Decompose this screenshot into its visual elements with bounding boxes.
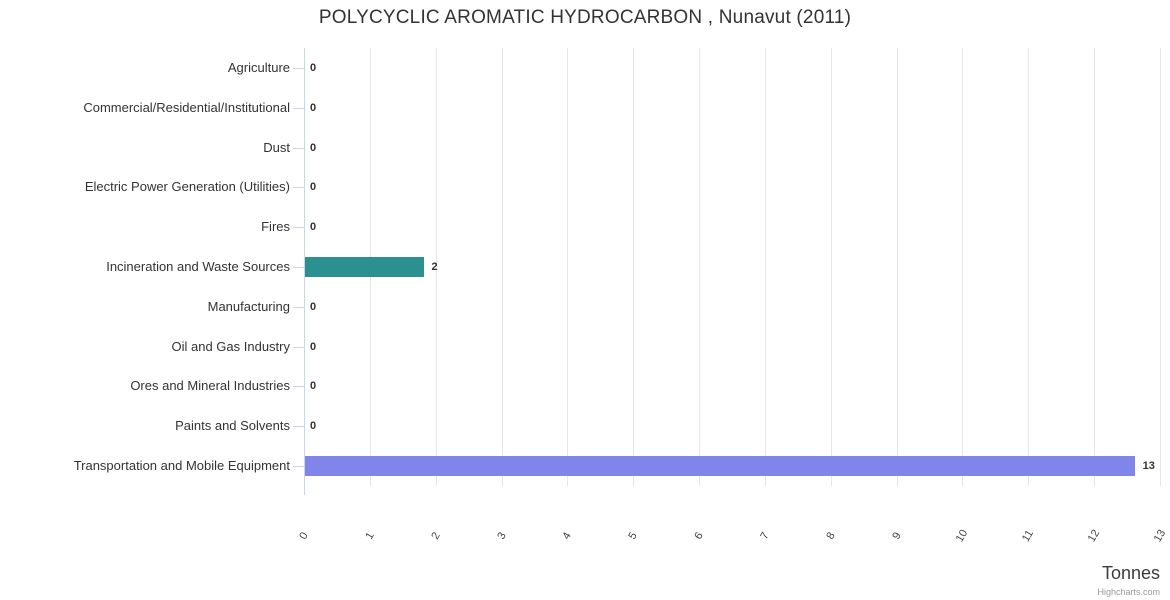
bar-transportation-and-mobile-equipment[interactable] [305, 456, 1135, 477]
value-axis-tick-label: 11 [1020, 528, 1037, 544]
category-tick [293, 267, 304, 268]
highcharts-credit[interactable]: Highcharts.com [1097, 587, 1160, 597]
gridline [567, 48, 569, 486]
category-tick [293, 67, 304, 69]
category-axis-line [304, 48, 305, 486]
category-label: Electric Power Generation (Utilities) [84, 179, 290, 195]
gridline [1094, 48, 1096, 486]
category-tick [293, 346, 304, 348]
value-axis-tick-label: 10 [954, 527, 971, 545]
category-label: Commercial/Residential/Institutional [83, 99, 290, 115]
data-label: 0 [310, 101, 317, 114]
gridline [501, 48, 503, 486]
value-axis-tick-label: 9 [889, 530, 904, 542]
gridline [1028, 48, 1030, 486]
data-label: 0 [310, 141, 317, 154]
value-axis-tick-label: 8 [824, 530, 838, 542]
value-axis-tick-label: 2 [428, 530, 443, 542]
data-label: 0 [310, 420, 317, 433]
gridline [896, 48, 898, 486]
category-label: Ores and Mineral Industries [130, 378, 290, 394]
value-axis-tick-label: 12 [1085, 527, 1103, 545]
category-tick [293, 466, 304, 468]
category-tick [293, 187, 304, 189]
category-label: Oil and Gas Industry [171, 338, 291, 354]
value-axis-tick-label: 0 [297, 530, 311, 542]
value-axis-tick-label: 1 [363, 530, 377, 542]
category-label: Incineration and Waste Sources [106, 259, 290, 274]
gridline [435, 48, 437, 486]
data-label: 0 [310, 380, 317, 393]
value-axis-tick-label: 3 [494, 530, 509, 542]
chart-title: POLYCYCLIC AROMATIC HYDROCARBON , Nunavu… [318, 7, 852, 28]
value-axis-zero-tick [304, 486, 305, 495]
gridline [764, 48, 766, 486]
bar-incineration-and-waste-sources[interactable] [305, 257, 424, 277]
gridline [633, 48, 635, 486]
category-tick [293, 386, 304, 388]
category-label: Dust [263, 139, 290, 155]
value-axis-tick-label: 4 [560, 530, 575, 542]
value-axis-tick-label: 7 [758, 530, 772, 542]
gridline [699, 48, 701, 486]
category-label: Manufacturing [207, 298, 290, 314]
category-label: Paints and Solvents [175, 418, 290, 434]
category-tick [293, 107, 304, 109]
gridline [1160, 48, 1161, 486]
category-label: Agriculture [227, 59, 290, 75]
data-label: 13 [1142, 460, 1155, 473]
category-tick [293, 147, 304, 149]
gridline [962, 48, 964, 486]
category-label: Fires [261, 219, 290, 235]
data-label: 0 [310, 181, 317, 194]
data-label: 0 [310, 221, 317, 234]
value-axis-tick-label: 6 [692, 530, 706, 542]
data-label: 0 [310, 300, 317, 313]
category-label: Transportation and Mobile Equipment [73, 458, 290, 474]
data-label: 0 [310, 61, 317, 74]
value-axis-title: Tonnes [1101, 563, 1160, 583]
data-label: 0 [310, 340, 317, 353]
category-tick [293, 306, 304, 308]
value-axis-tick-label: 5 [626, 530, 640, 542]
value-axis-tick-label: 13 [1151, 527, 1169, 545]
category-tick [293, 426, 304, 428]
category-tick [293, 227, 304, 229]
gridline [830, 48, 832, 486]
data-label: 2 [431, 261, 438, 273]
